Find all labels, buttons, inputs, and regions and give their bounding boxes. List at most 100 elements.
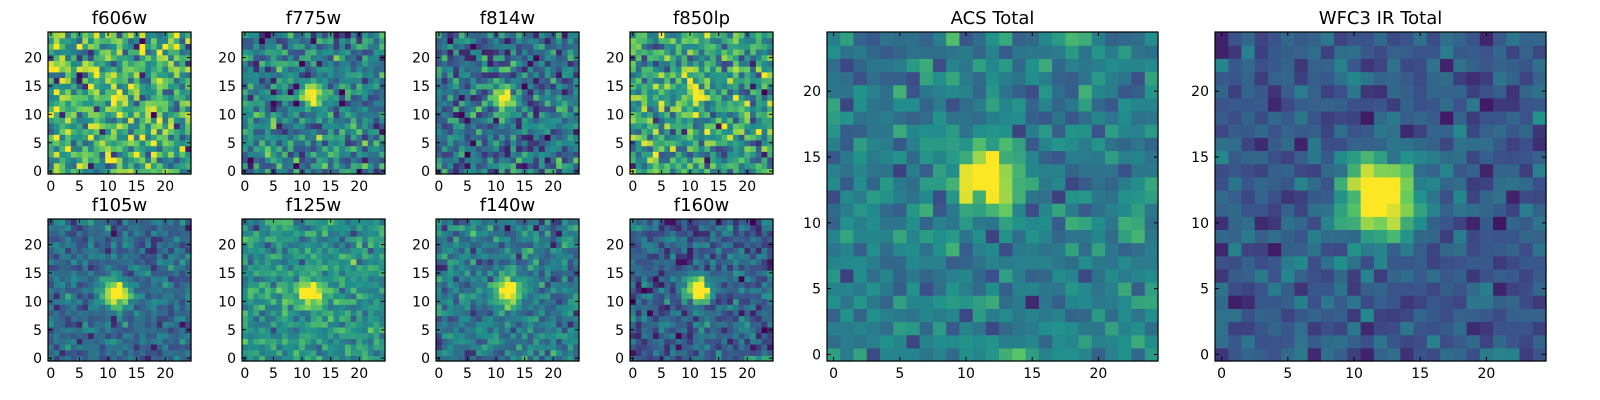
heatmap-cell <box>441 122 449 130</box>
heatmap-cell <box>516 71 523 79</box>
heatmap-cell <box>652 100 660 107</box>
heatmap-cell <box>664 94 671 101</box>
heatmap-cell <box>550 264 557 271</box>
heatmap-cell <box>93 270 101 277</box>
heatmap-cell <box>76 241 83 248</box>
heatmap-cell <box>110 326 118 334</box>
heatmap-cell <box>750 145 757 152</box>
panel-title: f775w <box>286 8 341 29</box>
heatmap-cell <box>310 71 317 79</box>
heatmap-cell <box>344 264 352 271</box>
heatmap-cell <box>470 122 477 130</box>
heatmap-cell <box>470 343 477 351</box>
heatmap-cell <box>458 355 466 362</box>
heatmap-cell <box>732 292 740 300</box>
heatmap-cell <box>173 168 181 175</box>
heatmap-cell <box>350 156 357 164</box>
heatmap-cell <box>373 49 380 56</box>
heatmap-cell <box>516 241 523 248</box>
heatmap-cell <box>145 309 152 317</box>
heatmap-cell <box>179 219 186 226</box>
heatmap-cell <box>247 37 255 44</box>
heatmap-cell <box>458 128 466 135</box>
heatmap-cell <box>556 145 563 152</box>
heatmap-cell <box>379 117 386 124</box>
heatmap-cell <box>487 71 494 79</box>
heatmap-cell <box>664 309 671 317</box>
heatmap-cell <box>116 139 123 147</box>
heatmap-cell <box>293 275 300 283</box>
heatmap-cell <box>687 77 694 84</box>
heatmap-cell <box>310 54 317 61</box>
heatmap-cell <box>116 122 123 130</box>
heatmap-cell <box>516 326 523 334</box>
heatmap-cell <box>339 338 346 345</box>
heatmap-cell <box>339 66 346 73</box>
heatmap-cell <box>150 37 158 44</box>
heatmap-cell <box>544 94 551 101</box>
heatmap-cell <box>242 332 249 339</box>
heatmap-cell <box>70 134 78 141</box>
heatmap-cell <box>339 83 346 90</box>
heatmap-cell <box>447 236 454 243</box>
heatmap-cell <box>481 247 489 254</box>
heatmap-cell <box>344 168 352 175</box>
heatmap-cell <box>133 338 141 345</box>
heatmap-cell <box>373 128 380 135</box>
heatmap-cell <box>76 281 83 288</box>
heatmap-cell <box>692 355 700 362</box>
heatmap-cell <box>76 338 83 345</box>
heatmap-cell <box>453 355 460 362</box>
heatmap-cell <box>185 117 192 124</box>
heatmap-cell <box>162 281 169 288</box>
heatmap-cell <box>139 224 146 231</box>
heatmap-cell <box>647 111 654 118</box>
heatmap-cell <box>481 139 489 147</box>
heatmap-cell <box>379 315 386 322</box>
heatmap-cell <box>544 151 551 158</box>
heatmap-cell <box>692 315 700 322</box>
heatmap-cell <box>93 32 101 39</box>
heatmap-cell <box>304 258 312 266</box>
heatmap-cell <box>48 287 55 294</box>
heatmap-cell <box>179 66 186 73</box>
heatmap-cell <box>538 224 546 231</box>
heatmap-cell <box>481 32 489 39</box>
heatmap-cell <box>179 355 186 362</box>
heatmap-cell <box>544 304 551 311</box>
heatmap-cell <box>339 60 346 67</box>
axes-frame <box>241 218 386 362</box>
heatmap-cell <box>561 298 569 305</box>
heatmap-cell <box>704 122 711 130</box>
heatmap-cell <box>310 37 317 44</box>
heatmap-cell <box>458 122 466 130</box>
heatmap-cell <box>293 315 300 322</box>
heatmap-cell <box>675 309 683 317</box>
heatmap-cell <box>253 321 260 328</box>
heatmap-cell <box>139 83 146 90</box>
heatmap-cell <box>179 71 186 79</box>
heatmap-cell <box>698 309 705 317</box>
heatmap-cell <box>162 247 169 254</box>
heatmap-cell <box>162 37 169 44</box>
heatmap-cell <box>567 128 574 135</box>
heatmap-cell <box>670 332 677 339</box>
heatmap-cell <box>533 105 540 113</box>
heatmap-cell <box>493 338 500 345</box>
heatmap-cell <box>133 332 141 339</box>
heatmap-cell <box>744 145 751 152</box>
heatmap-cell <box>379 49 386 56</box>
heatmap-cell <box>128 332 135 339</box>
heatmap-cell <box>727 309 734 317</box>
heatmap-cell <box>692 292 700 300</box>
heatmap-cell <box>322 66 329 73</box>
heatmap-cell <box>82 264 89 271</box>
heatmap-cell <box>304 309 312 317</box>
heatmap-cell <box>727 54 734 61</box>
heatmap-cell <box>436 281 443 288</box>
heatmap-cell <box>367 332 375 339</box>
heatmap-cell <box>282 122 289 130</box>
heatmap-cell <box>128 270 135 277</box>
heatmap-cell <box>76 264 83 271</box>
heatmap-cell <box>70 145 78 152</box>
